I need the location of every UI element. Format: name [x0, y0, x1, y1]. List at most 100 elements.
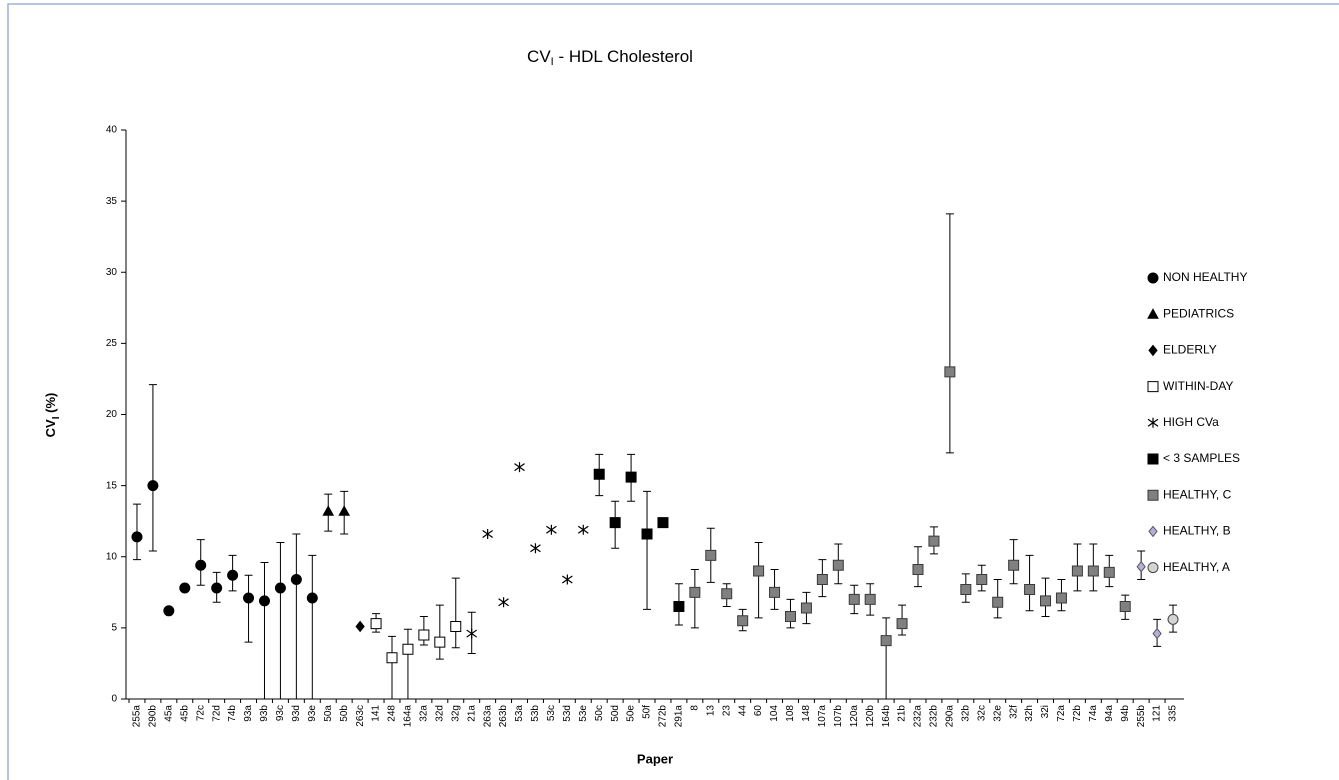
- x-tick-label: 50a: [323, 705, 334, 722]
- x-tick-label: 141: [371, 705, 382, 722]
- data-point: [992, 596, 1004, 608]
- x-tick-label: 72b: [1072, 705, 1083, 722]
- x-tick-label: 93c: [275, 705, 286, 721]
- x-tick-label: 72c: [195, 705, 206, 721]
- error-bar: [754, 542, 763, 619]
- legend-label: WITHIN-DAY: [1163, 379, 1233, 393]
- x-tick-label: 60: [753, 705, 764, 717]
- legend-label: PEDIATRICS: [1163, 306, 1234, 320]
- y-tick-label: 10: [106, 551, 118, 562]
- data-point: [466, 628, 478, 639]
- x-tick-label: 45b: [179, 705, 190, 722]
- x-tick-label: 32a: [419, 705, 430, 722]
- x-tick-label: 45a: [163, 705, 174, 722]
- error-bar: [451, 577, 460, 649]
- x-tick-label: 50c: [594, 705, 605, 721]
- x-tick-label: 32d: [434, 705, 445, 722]
- data-point: [673, 601, 685, 613]
- y-tick-label: 15: [106, 480, 118, 491]
- y-tick-label: 5: [111, 623, 117, 634]
- data-point: [1008, 559, 1020, 571]
- data-point: [274, 582, 286, 594]
- x-tick-label: 94b: [1120, 705, 1131, 722]
- x-tick-label: 23: [721, 705, 732, 717]
- data-point: [609, 517, 621, 529]
- data-point: [434, 636, 446, 648]
- legend-label: HEALTHY, C: [1163, 487, 1232, 501]
- data-point: [944, 366, 956, 378]
- x-tick-label: 53e: [578, 705, 589, 722]
- x-tick-label: 53a: [514, 705, 525, 722]
- x-tick-label: 8: [689, 705, 700, 711]
- x-tick-label: 72d: [211, 705, 222, 722]
- data-point: [370, 618, 382, 630]
- legend-label: HEALTHY, A: [1163, 560, 1230, 574]
- legend-label: NON HEALTHY: [1163, 270, 1247, 284]
- data-point: [546, 524, 557, 535]
- data-point: [1071, 565, 1083, 577]
- x-tick-label: 50e: [626, 705, 637, 722]
- data-point: [1040, 595, 1052, 607]
- legend-label: HEALTHY, B: [1163, 524, 1231, 538]
- error-bar: [690, 569, 699, 629]
- data-point: [880, 635, 892, 647]
- x-tick-label: 291a: [674, 705, 685, 728]
- data-point: [577, 524, 589, 535]
- error-bar: [276, 542, 285, 700]
- data-point: [402, 643, 414, 655]
- x-tick-label: 53d: [562, 705, 573, 722]
- data-point: [227, 569, 239, 581]
- x-tick-label: 93a: [243, 705, 254, 722]
- data-point: [832, 559, 844, 571]
- x-tick-label: 263c: [355, 705, 366, 727]
- error-bar: [435, 604, 444, 660]
- data-point: [258, 595, 270, 607]
- data-point: [514, 462, 525, 473]
- data-point: [593, 468, 605, 480]
- data-point: [1119, 601, 1131, 613]
- x-tick-label: 263a: [482, 705, 493, 728]
- x-tick-label: 263b: [498, 705, 509, 728]
- legend-label: < 3 SAMPLES: [1163, 451, 1240, 465]
- x-tick-label: 53c: [546, 705, 557, 721]
- data-point: [689, 586, 701, 598]
- error-bar: [308, 554, 317, 700]
- x-tick-label: 74b: [227, 705, 238, 722]
- error-bar: [882, 617, 891, 700]
- data-point: [1055, 592, 1067, 604]
- x-tick-label: 21b: [897, 705, 908, 722]
- data-point: [800, 602, 812, 614]
- x-tick-label: 255b: [1136, 705, 1147, 728]
- data-point: [195, 559, 207, 571]
- x-tick-label: 164a: [403, 705, 414, 728]
- legend-marker: [1147, 489, 1159, 501]
- data-point: [1136, 560, 1146, 573]
- x-tick-label: 50d: [610, 705, 621, 722]
- legend-marker: [1147, 381, 1159, 393]
- data-point: [322, 505, 335, 516]
- error-bar: [292, 533, 301, 700]
- data-point: [355, 620, 365, 633]
- data-point: [625, 471, 637, 483]
- y-tick-label: 40: [106, 125, 118, 136]
- data-point: [418, 629, 430, 641]
- data-point: [705, 549, 717, 561]
- data-point: [1167, 613, 1179, 625]
- title-rest: - HDL Cholesterol: [554, 47, 693, 66]
- x-tick-label: 232b: [929, 705, 940, 728]
- data-point: [131, 531, 143, 543]
- data-point: [912, 564, 924, 576]
- x-tick-label: 13: [705, 705, 716, 717]
- y-tick-label: 35: [106, 196, 118, 207]
- data-point: [896, 618, 908, 630]
- x-tick-label: 74a: [1088, 705, 1099, 722]
- error-bar: [148, 384, 157, 552]
- x-tick-label: 44: [737, 705, 748, 717]
- data-point: [864, 593, 876, 605]
- data-point: [848, 593, 860, 605]
- data-point: [306, 592, 318, 604]
- x-tick-label: 120a: [849, 705, 860, 728]
- data-point: [1152, 627, 1162, 640]
- data-point: [530, 543, 541, 554]
- x-tick-label: 93b: [259, 705, 270, 722]
